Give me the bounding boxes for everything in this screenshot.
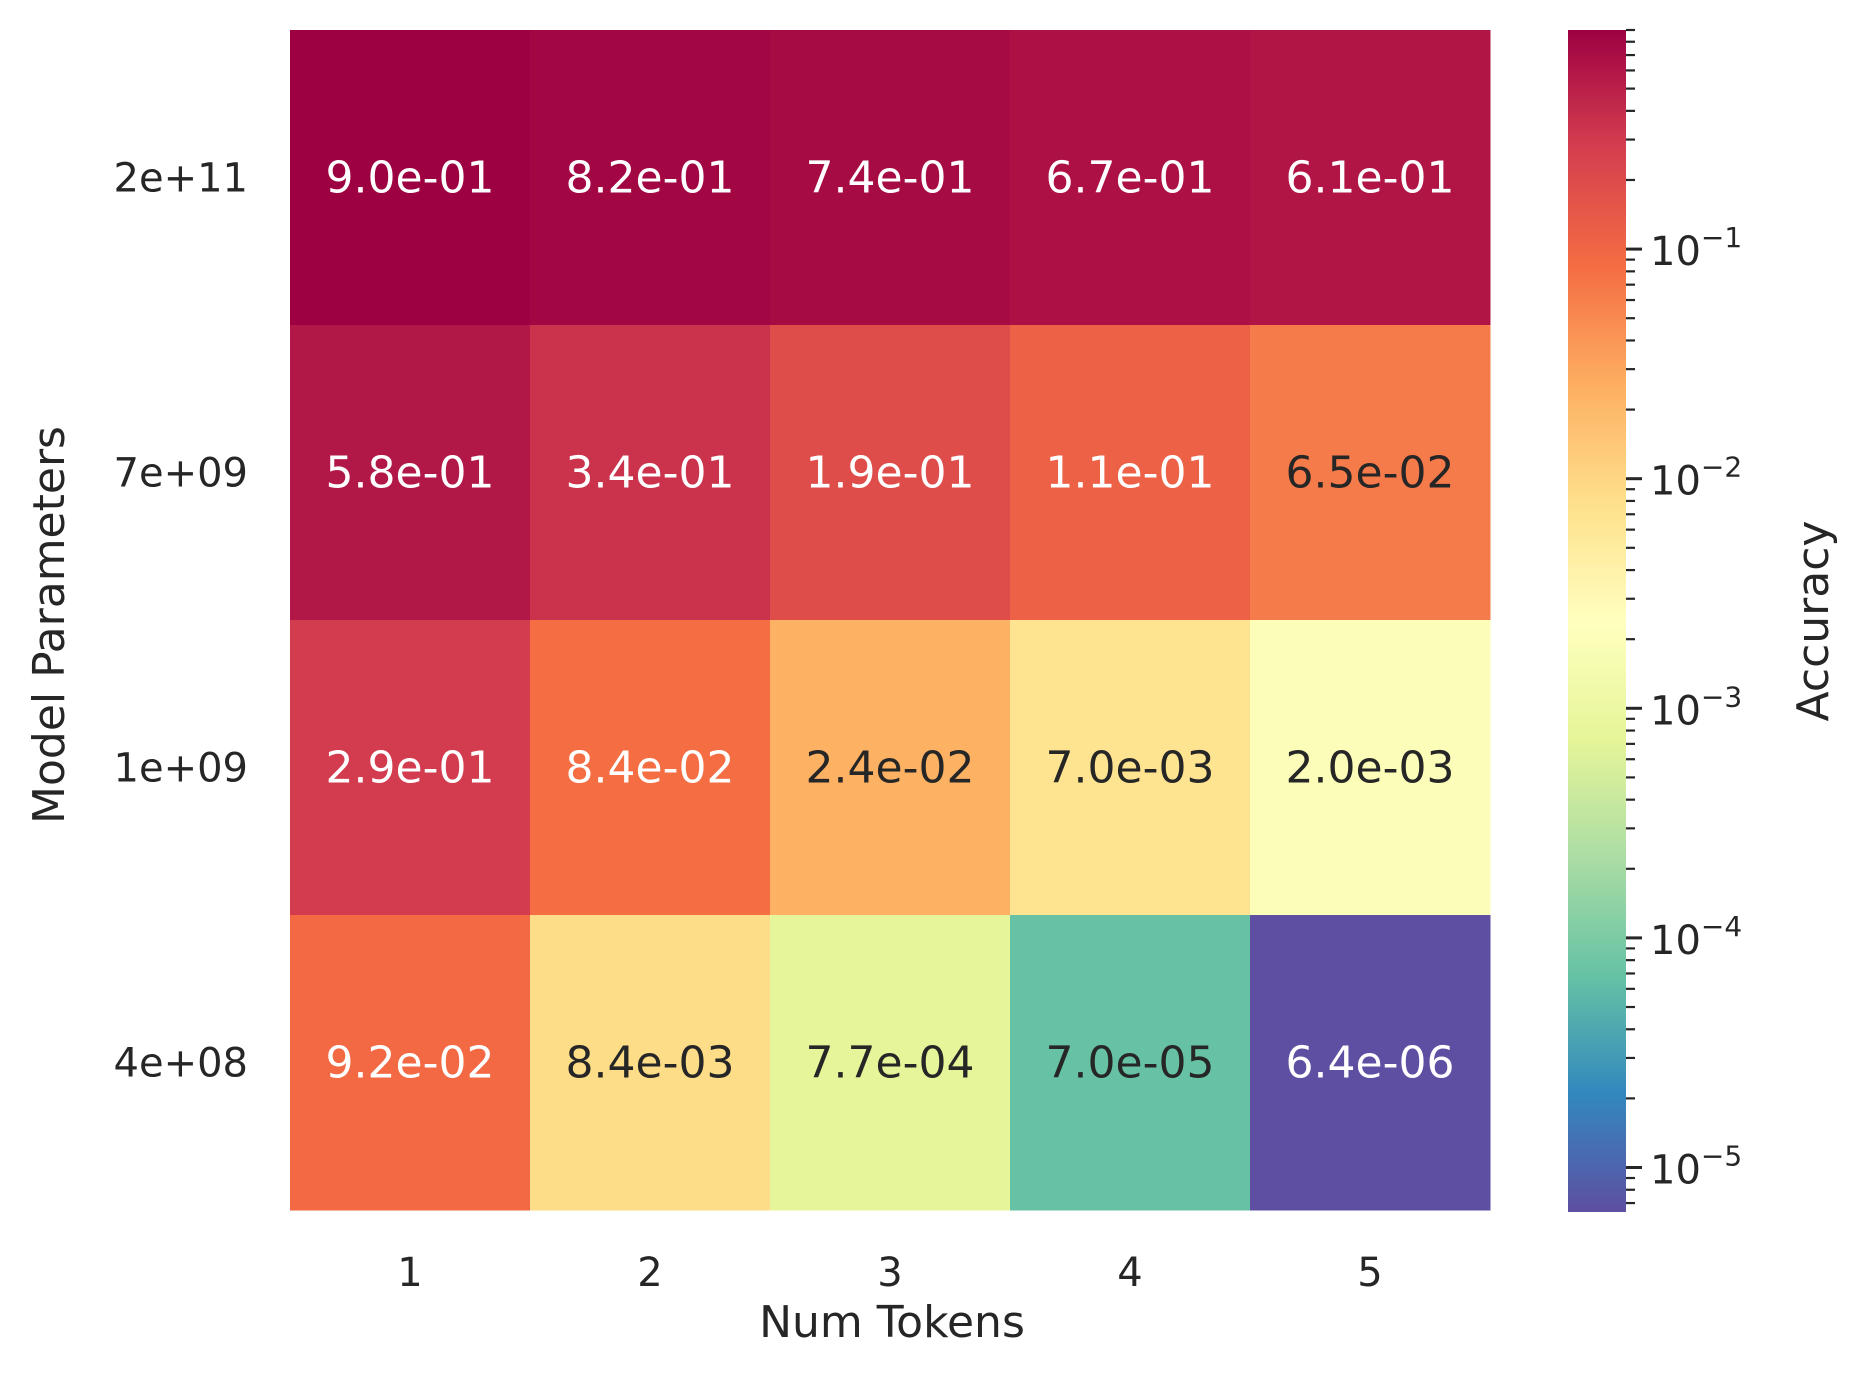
cell-value-label: 6.1e-01 bbox=[1286, 153, 1455, 204]
cell-value-label: 6.4e-06 bbox=[1286, 1038, 1455, 1089]
cell-value-label: 3.4e-01 bbox=[566, 448, 735, 499]
cell-value-label: 5.8e-01 bbox=[326, 448, 495, 499]
cell-value-label: 7.4e-01 bbox=[806, 153, 975, 204]
heatmap-cell bbox=[290, 620, 531, 916]
colorbar: 10−1 10−2 10−3 10−4 10−5 Accuracy bbox=[1568, 28, 1839, 1212]
heatmap-cell bbox=[290, 915, 531, 1211]
cell-value-label: 1.9e-01 bbox=[806, 448, 975, 499]
heatmap-cell-labels: 9.0e-01 8.2e-01 7.4e-01 6.7e-01 6.1e-01 5.8e-… bbox=[326, 153, 1455, 1089]
heatmap-cell bbox=[290, 325, 531, 621]
heatmap-cell bbox=[290, 30, 531, 326]
cell-value-label: 8.4e-02 bbox=[566, 743, 735, 794]
colorbar-gradient bbox=[1568, 30, 1626, 1212]
x-axis-label: Num Tokens bbox=[759, 1297, 1025, 1348]
colorbar-tick-label: 10−2 bbox=[1650, 451, 1742, 505]
cell-value-label: 1.1e-01 bbox=[1046, 448, 1215, 499]
y-tick-label: 1e+09 bbox=[114, 746, 248, 792]
heatmap-cell bbox=[1250, 325, 1491, 621]
heatmap-cell bbox=[1010, 620, 1251, 916]
heatmap-cell bbox=[1250, 620, 1491, 916]
x-tick-label: 3 bbox=[877, 1250, 902, 1296]
cell-value-label: 7.0e-03 bbox=[1046, 743, 1215, 794]
cell-value-label: 6.7e-01 bbox=[1046, 153, 1215, 204]
y-axis-ticks: 2e+11 7e+09 1e+09 4e+08 bbox=[114, 156, 248, 1087]
colorbar-tick-label: 10−5 bbox=[1650, 1139, 1742, 1193]
cell-value-label: 8.4e-03 bbox=[566, 1038, 735, 1089]
cell-value-label: 2.0e-03 bbox=[1286, 743, 1455, 794]
colorbar-ticks: 10−1 10−2 10−3 10−4 10−5 bbox=[1626, 28, 1742, 1205]
y-tick-label: 7e+09 bbox=[114, 451, 248, 497]
heatmap-cell bbox=[1250, 915, 1491, 1211]
x-tick-label: 4 bbox=[1117, 1250, 1142, 1296]
heatmap-cell bbox=[1010, 325, 1251, 621]
x-tick-label: 5 bbox=[1357, 1250, 1382, 1296]
heatmap-cell bbox=[770, 620, 1011, 916]
cell-value-label: 2.9e-01 bbox=[326, 743, 495, 794]
heatmap-cell bbox=[530, 325, 771, 621]
heatmap-cell bbox=[530, 620, 771, 916]
heatmap-cell bbox=[1250, 30, 1491, 326]
colorbar-tick-label: 10−1 bbox=[1650, 221, 1742, 275]
colorbar-label: Accuracy bbox=[1788, 521, 1839, 722]
x-tick-label: 2 bbox=[637, 1250, 662, 1296]
cell-value-label: 8.2e-01 bbox=[566, 153, 735, 204]
cell-value-label: 7.7e-04 bbox=[806, 1038, 975, 1089]
colorbar-tick-label: 10−3 bbox=[1650, 680, 1742, 734]
heatmap-cell bbox=[770, 915, 1011, 1211]
cell-value-label: 9.2e-02 bbox=[326, 1038, 495, 1089]
cell-value-label: 7.0e-05 bbox=[1046, 1038, 1215, 1089]
cell-value-label: 6.5e-02 bbox=[1286, 448, 1455, 499]
y-tick-label: 4e+08 bbox=[114, 1041, 248, 1087]
colorbar-tick-label: 10−4 bbox=[1650, 910, 1742, 964]
y-axis-label: Model Parameters bbox=[24, 426, 75, 824]
heatmap-cell bbox=[770, 325, 1011, 621]
heatmap-cells bbox=[290, 30, 1491, 1211]
x-tick-label: 1 bbox=[397, 1250, 422, 1296]
heatmap-cell bbox=[530, 915, 771, 1211]
y-tick-label: 2e+11 bbox=[114, 156, 248, 202]
heatmap-cell bbox=[1010, 915, 1251, 1211]
heatmap-cell bbox=[530, 30, 771, 326]
x-axis-ticks: 1 2 3 4 5 bbox=[397, 1250, 1382, 1296]
heatmap-cell bbox=[770, 30, 1011, 326]
cell-value-label: 2.4e-02 bbox=[806, 743, 975, 794]
cell-value-label: 9.0e-01 bbox=[326, 153, 495, 204]
heatmap-cell bbox=[1010, 30, 1251, 326]
